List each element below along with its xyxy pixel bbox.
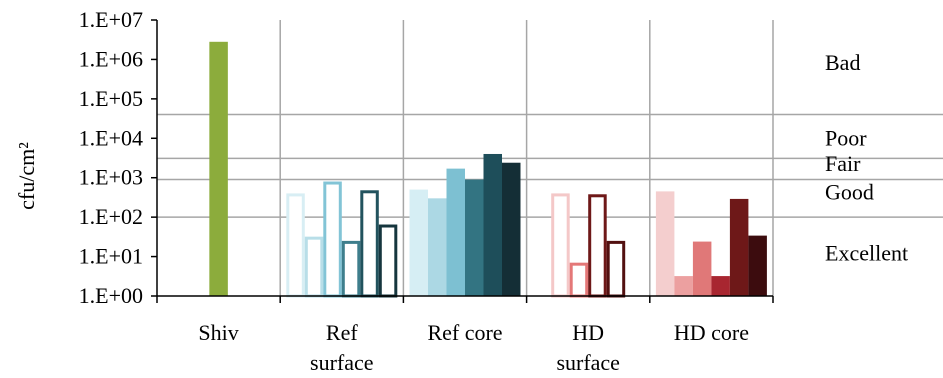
bar [446, 168, 465, 296]
quality-label: Poor [825, 125, 867, 150]
quality-label: Good [825, 180, 874, 205]
bar [341, 240, 361, 298]
category-label: HD core [674, 320, 749, 345]
bars [209, 41, 767, 298]
bar [569, 262, 589, 298]
quality-label: Fair [825, 151, 861, 176]
y-tick-label: 1.E+05 [79, 86, 143, 111]
category-label: Ref surface [310, 320, 374, 375]
bar [323, 181, 342, 298]
axes [151, 19, 774, 303]
category-label: Ref core [427, 320, 502, 345]
y-tick-label: 1.E+03 [79, 165, 143, 190]
bar [286, 193, 305, 298]
bar [551, 193, 570, 298]
bar [209, 41, 228, 297]
quality-label: Excellent [825, 240, 908, 265]
bar [606, 240, 626, 298]
y-tick-labels: 1.E+00 1.E+01 1.E+02 1.E+03 1.E+04 1.E+05 1.E+… [79, 7, 143, 308]
y-tick-label: 1.E+02 [79, 204, 143, 229]
bar [465, 179, 484, 296]
category-separators [279, 20, 774, 296]
category-label: HD surface [556, 320, 620, 375]
category-labels: Shiv Ref surface Ref core HD surface HD core [198, 320, 749, 375]
y-tick-label: 1.E+04 [79, 125, 143, 150]
quality-label: Bad [825, 50, 860, 75]
bar [729, 198, 749, 296]
bar [428, 198, 447, 296]
bar [674, 276, 693, 296]
y-tick-label: 1.E+06 [79, 46, 143, 71]
y-axis-label: cfu/cm² [14, 142, 39, 210]
y-tick-label: 1.E+07 [79, 7, 143, 32]
bar [483, 153, 502, 296]
y-tick-label: 1.E+01 [79, 244, 143, 269]
bar [711, 276, 730, 296]
bar [409, 189, 428, 296]
category-label: Shiv [198, 320, 238, 345]
bar [304, 236, 324, 298]
bar [692, 241, 712, 296]
bar [588, 194, 607, 298]
bar [748, 235, 767, 296]
bar [502, 162, 521, 296]
y-tick-label: 1.E+00 [79, 283, 143, 308]
bar [655, 191, 675, 296]
bar [360, 190, 379, 298]
bar [378, 224, 398, 298]
